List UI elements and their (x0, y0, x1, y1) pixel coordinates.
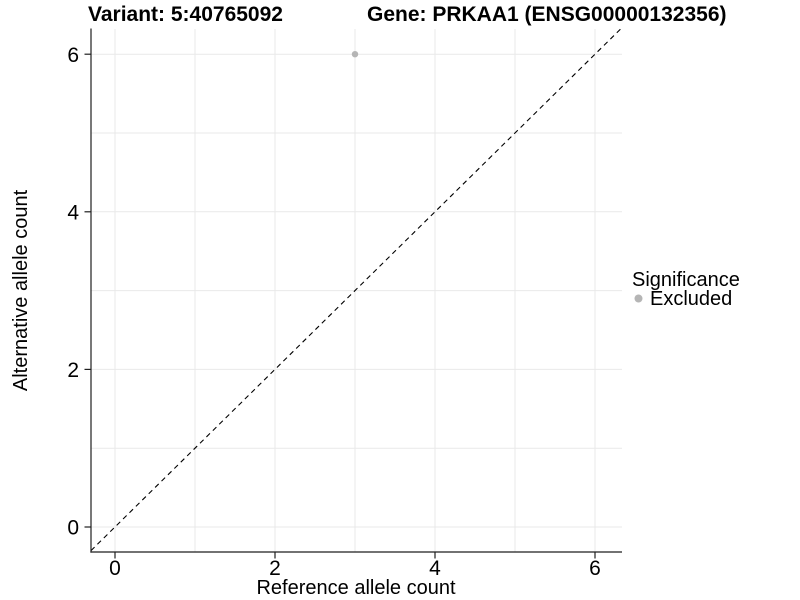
x-axis-title: Reference allele count (256, 577, 455, 599)
x-tick-label: 6 (589, 557, 601, 580)
data-point (351, 51, 359, 58)
x-tick-label: 4 (429, 557, 441, 580)
y-tick-label: 6 (67, 44, 79, 67)
y-tick-label: 0 (67, 517, 79, 540)
identity-line (90, 28, 621, 551)
legend-key-dot (634, 294, 643, 303)
x-tick-label: 2 (269, 557, 281, 580)
y-tick-label: 2 (67, 359, 79, 382)
axes (84, 28, 622, 559)
grid (91, 29, 622, 552)
y-tick-label: 4 (67, 202, 79, 225)
legend: Significance Excluded (632, 269, 740, 310)
x-tick-label: 0 (109, 557, 121, 580)
y-axis-title: Alternative allele count (10, 189, 32, 391)
legend-item-label: Excluded (650, 288, 732, 310)
plot-title-gene: Gene: PRKAA1 (ENSG00000132356) (367, 3, 727, 26)
legend-title: Significance (632, 269, 740, 291)
plot-title-variant: Variant: 5:40765092 (88, 3, 283, 26)
